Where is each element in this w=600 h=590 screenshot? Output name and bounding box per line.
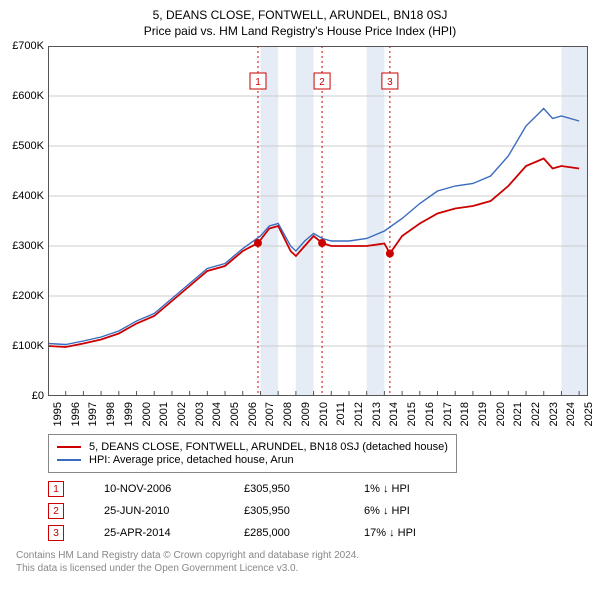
sale-delta: 17% ↓ HPI [364, 527, 416, 539]
x-tick-label: 2010 [318, 402, 330, 426]
y-tick-label: £200K [12, 290, 44, 302]
shading-band [260, 46, 278, 396]
sale-marker-box: 1 [48, 481, 64, 497]
sale-price: £285,000 [244, 527, 324, 539]
y-tick-label: £100K [12, 340, 44, 352]
x-tick-label: 2006 [247, 402, 259, 426]
marker-label-text: 2 [319, 77, 325, 88]
x-tick-label: 2020 [495, 402, 507, 426]
footnote: Contains HM Land Registry data © Crown c… [16, 549, 592, 575]
x-tick-label: 2016 [424, 402, 436, 426]
marker-dot [254, 239, 262, 247]
x-tick-label: 1997 [87, 402, 99, 426]
shading-band [296, 46, 314, 396]
x-tick-label: 2000 [141, 402, 153, 426]
sale-price: £305,950 [244, 505, 324, 517]
sale-date: 25-JUN-2010 [104, 505, 204, 517]
chart-title-line1: 5, DEANS CLOSE, FONTWELL, ARUNDEL, BN18 … [8, 8, 592, 22]
x-tick-label: 2011 [335, 402, 347, 426]
sale-marker-box: 2 [48, 503, 64, 519]
x-tick-label: 1996 [70, 402, 82, 426]
y-tick-label: £400K [12, 190, 44, 202]
chart-svg: 1 2 3 [48, 46, 588, 396]
x-tick-label: 1999 [123, 402, 135, 426]
plot-border [49, 47, 588, 396]
x-tick-label: 2008 [282, 402, 294, 426]
x-tick-label: 2015 [406, 402, 418, 426]
x-tick-label: 2012 [353, 402, 365, 426]
sale-price: £305,950 [244, 483, 324, 495]
x-tick-label: 2013 [371, 402, 383, 426]
footnote-line: Contains HM Land Registry data © Crown c… [16, 549, 592, 562]
legend: 5, DEANS CLOSE, FONTWELL, ARUNDEL, BN18 … [48, 434, 457, 473]
x-tick-label: 2024 [565, 402, 577, 426]
legend-label: HPI: Average price, detached house, Arun [89, 454, 294, 466]
y-tick-label: £700K [12, 40, 44, 52]
x-tick-label: 2007 [264, 402, 276, 426]
chart-title-line2: Price paid vs. HM Land Registry's House … [8, 24, 592, 38]
footnote-line: This data is licensed under the Open Gov… [16, 562, 592, 575]
marker-label-text: 3 [387, 77, 393, 88]
x-tick-label: 2001 [158, 402, 170, 426]
sales-row: 3 25-APR-2014 £285,000 17% ↓ HPI [48, 525, 592, 541]
x-tick-label: 2017 [442, 402, 454, 426]
sales-row: 2 25-JUN-2010 £305,950 6% ↓ HPI [48, 503, 592, 519]
x-tick-label: 2005 [229, 402, 241, 426]
x-tick-label: 1995 [52, 402, 64, 426]
x-tick-label: 2004 [211, 402, 223, 426]
sale-date: 25-APR-2014 [104, 527, 204, 539]
legend-label: 5, DEANS CLOSE, FONTWELL, ARUNDEL, BN18 … [89, 441, 448, 453]
x-tick-label: 2009 [300, 402, 312, 426]
y-tick-label: £600K [12, 90, 44, 102]
sales-row: 1 10-NOV-2006 £305,950 1% ↓ HPI [48, 481, 592, 497]
legend-swatch [57, 446, 81, 448]
marker-dot [386, 250, 394, 258]
x-tick-label: 2023 [548, 402, 560, 426]
y-tick-label: £300K [12, 240, 44, 252]
sale-delta: 1% ↓ HPI [364, 483, 410, 495]
marker-label-text: 1 [255, 77, 261, 88]
sale-marker-box: 3 [48, 525, 64, 541]
y-tick-label: £0 [32, 390, 44, 402]
y-tick-label: £500K [12, 140, 44, 152]
x-tick-label: 2002 [176, 402, 188, 426]
chart-area: 123£0£100K£200K£300K£400K£500K£600K£700K… [48, 46, 588, 396]
x-tick-label: 2014 [388, 402, 400, 426]
legend-swatch [57, 459, 81, 461]
sales-table: 1 10-NOV-2006 £305,950 1% ↓ HPI 2 25-JUN… [48, 481, 592, 541]
shading-band [367, 46, 385, 396]
marker-dot [318, 239, 326, 247]
sale-delta: 6% ↓ HPI [364, 505, 410, 517]
legend-item: HPI: Average price, detached house, Arun [57, 454, 448, 466]
x-tick-label: 1998 [105, 402, 117, 426]
x-tick-label: 2018 [459, 402, 471, 426]
x-tick-label: 2003 [194, 402, 206, 426]
x-tick-label: 2025 [583, 402, 595, 426]
x-tick-label: 2019 [477, 402, 489, 426]
legend-item: 5, DEANS CLOSE, FONTWELL, ARUNDEL, BN18 … [57, 441, 448, 453]
x-tick-label: 2021 [512, 402, 524, 426]
sale-date: 10-NOV-2006 [104, 483, 204, 495]
x-tick-label: 2022 [530, 402, 542, 426]
shading-band [561, 46, 588, 396]
